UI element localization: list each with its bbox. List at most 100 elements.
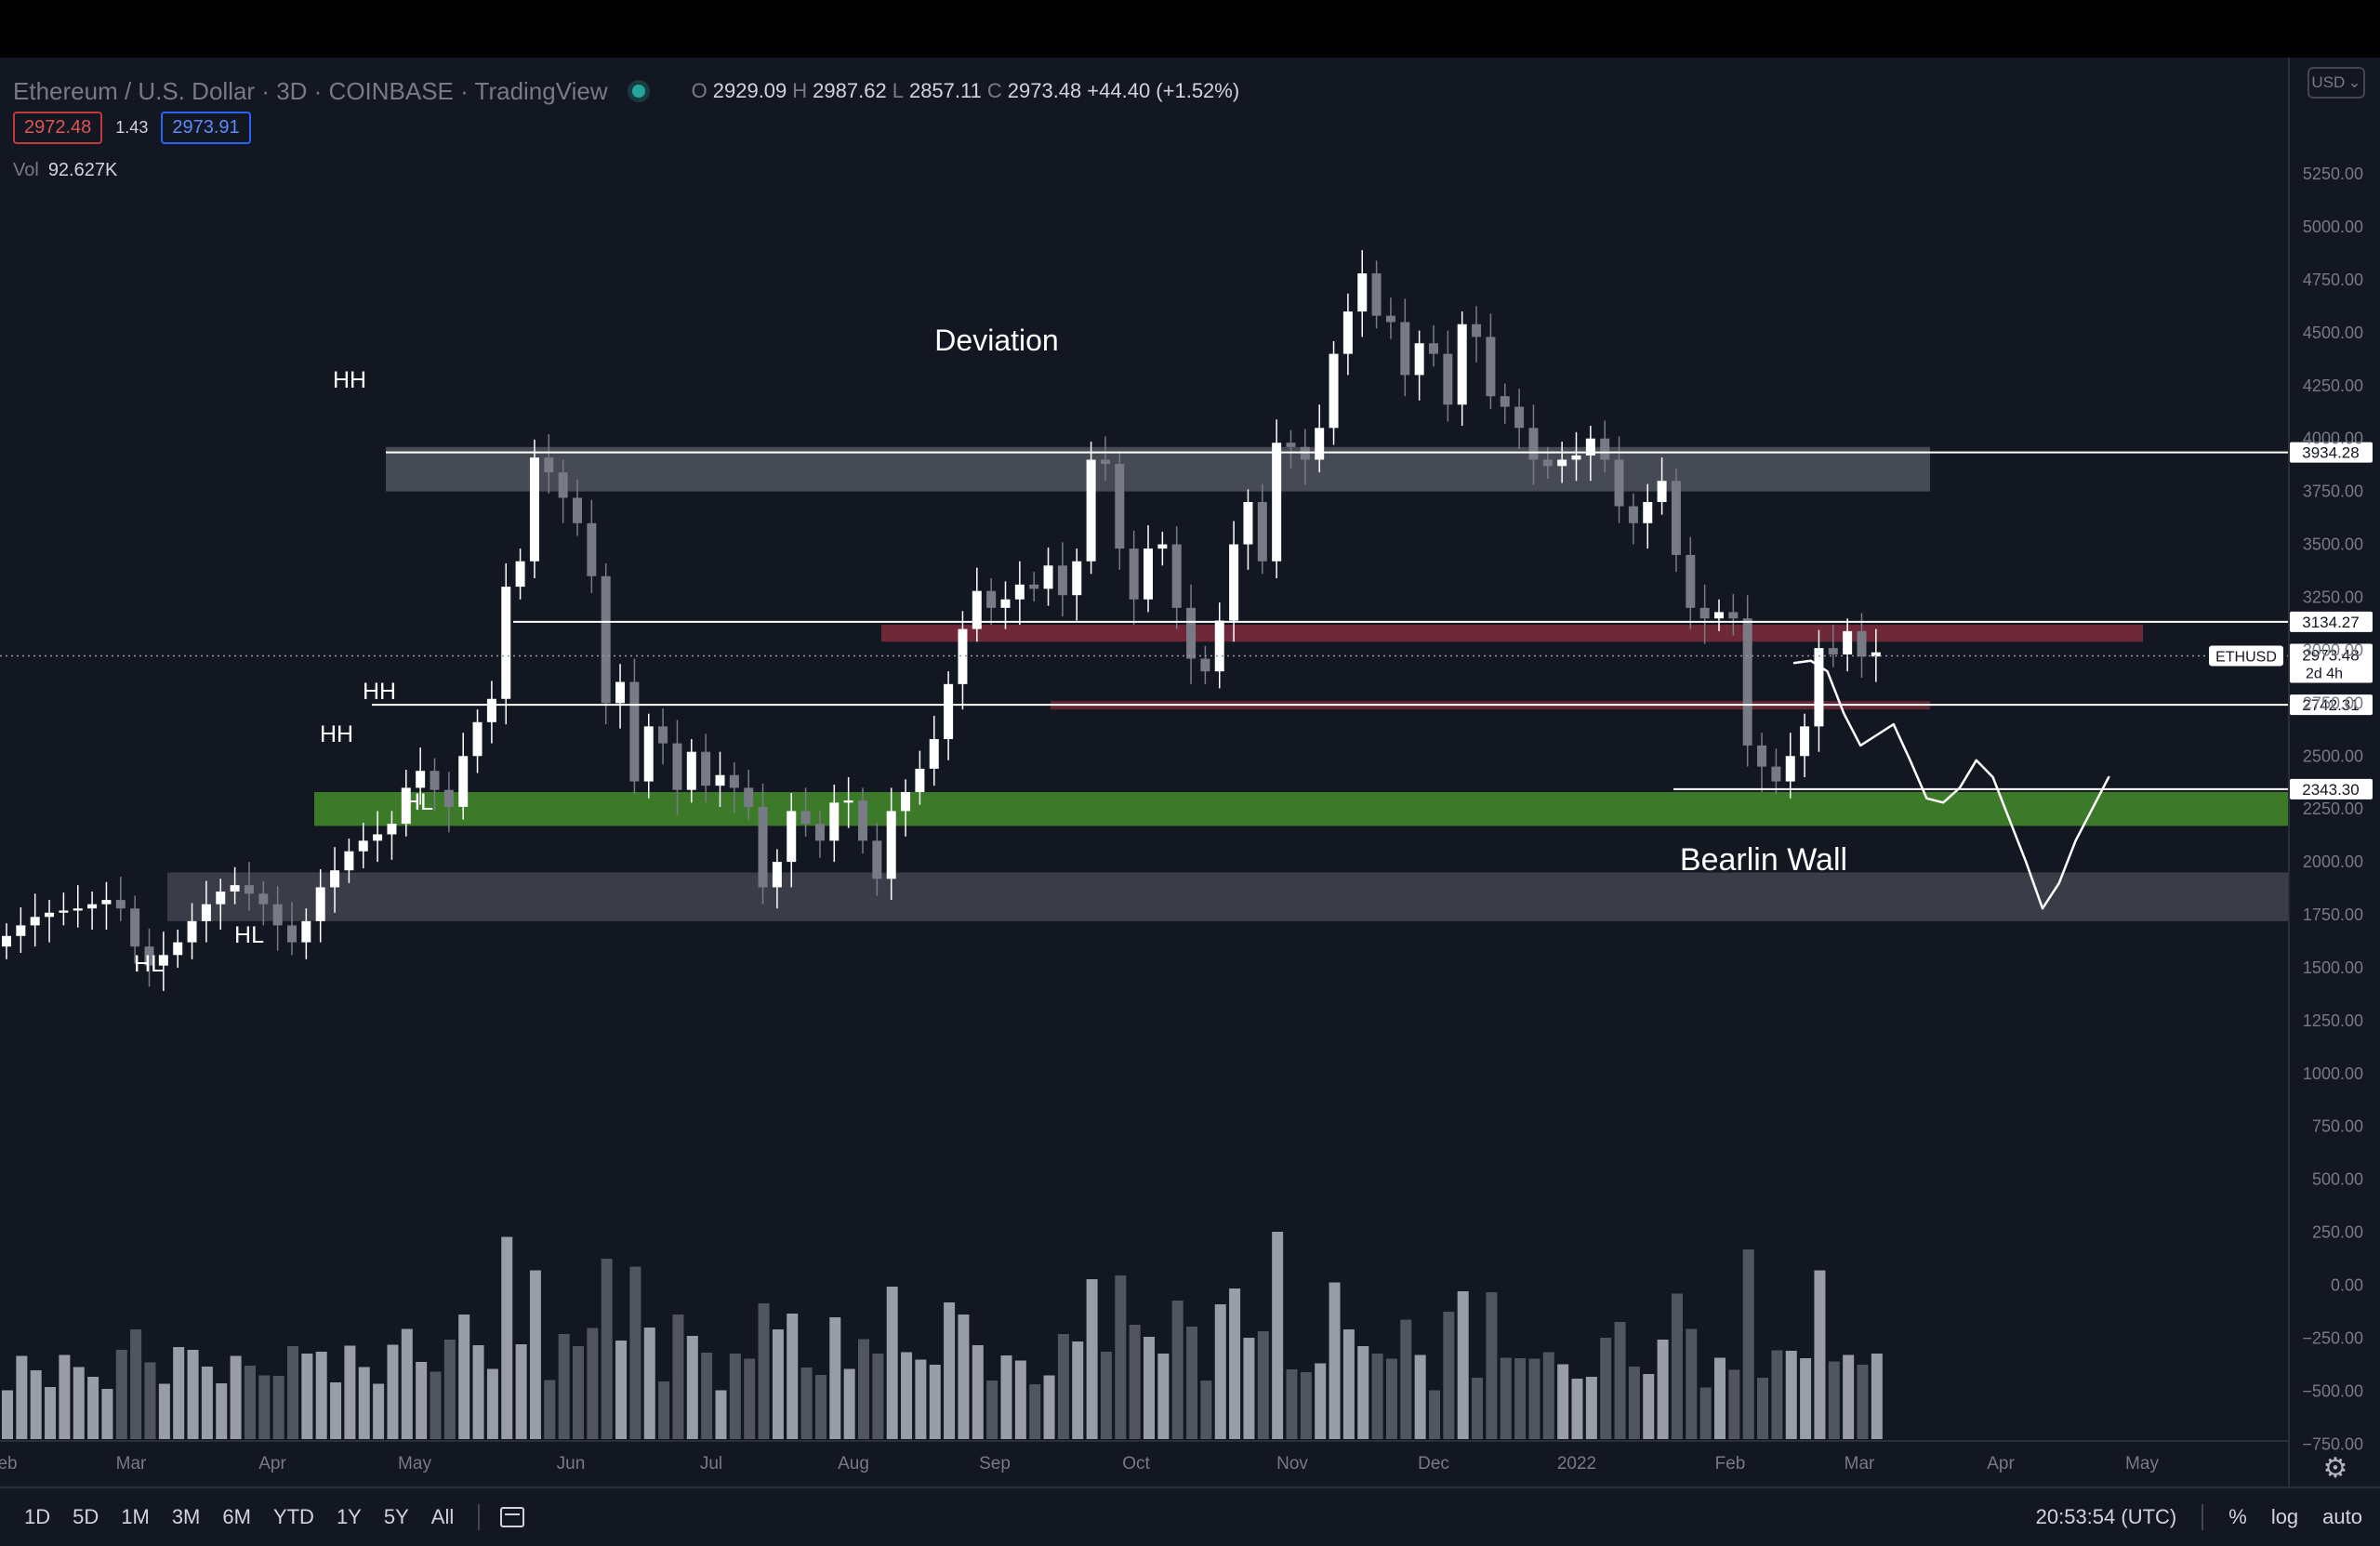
volume-bar [915, 1359, 927, 1439]
volume-bar [1385, 1358, 1397, 1439]
calendar-icon[interactable] [500, 1507, 525, 1527]
volume-bar [958, 1315, 970, 1439]
currency-select[interactable]: USD ⌄ [2307, 67, 2365, 99]
price-tick-label: 1750.00 [2303, 905, 2363, 924]
price-tick-label: −250.00 [2302, 1328, 2363, 1347]
volume-bar [173, 1347, 185, 1439]
candle-body [1771, 766, 1781, 782]
symbol-title[interactable]: Ethereum / U.S. Dollar · 3D · COINBASE ·… [13, 76, 608, 105]
buy-button[interactable]: 2973.91 [161, 112, 251, 144]
volume-bar [1657, 1340, 1669, 1439]
range-3m[interactable]: 3M [171, 1505, 201, 1528]
volume-bar [1243, 1338, 1255, 1439]
candle-body [73, 908, 83, 911]
candle-body [87, 904, 98, 909]
candle-body [416, 771, 426, 788]
volume-bar [858, 1339, 869, 1439]
sell-button[interactable]: 2972.48 [13, 112, 103, 144]
price-chart[interactable]: 3934.28 3134.27 2742.31 2343.30 ETHUSD 2973.4… [0, 58, 2380, 1546]
candle-body [472, 721, 483, 757]
price-tick-label: 3500.00 [2303, 535, 2363, 554]
candle-body [315, 887, 325, 921]
volume-bar [1157, 1354, 1170, 1439]
gear-icon[interactable]: ⚙ [2322, 1453, 2348, 1484]
candle-body [387, 824, 397, 835]
percent-toggle[interactable]: % [2228, 1505, 2247, 1528]
candle-body [686, 751, 696, 790]
trade-buttons: 2972.48 1.43 2973.91 [13, 112, 251, 144]
volume-bar [1186, 1327, 1198, 1439]
candle-body [1144, 548, 1153, 600]
volume-bar [73, 1367, 85, 1439]
candle-body [1457, 324, 1467, 405]
price-tick-label: 3750.00 [2303, 482, 2363, 501]
volume-bar [1342, 1329, 1355, 1439]
candle-body [1785, 756, 1795, 782]
price-tick-label: 2500.00 [2303, 747, 2363, 765]
price-tick-label: 5250.00 [2303, 165, 2363, 183]
candle-body [244, 885, 254, 894]
time-tick-label: Mar [1844, 1454, 1875, 1473]
candle-body [430, 771, 440, 790]
candle-body [130, 908, 140, 947]
time-tick-label: May [2125, 1454, 2159, 1473]
volume-bar [1272, 1232, 1284, 1439]
candle-body [615, 681, 626, 704]
volume-bar [658, 1381, 670, 1439]
volume-bar [2, 1390, 13, 1439]
volume-bar [287, 1346, 298, 1439]
price-tick-label: 0.00 [2331, 1276, 2363, 1295]
candle-body [1200, 658, 1210, 672]
candle-body [814, 824, 825, 841]
volume-value: 92.627K [47, 160, 118, 180]
range-1y[interactable]: 1Y [336, 1505, 362, 1528]
volume-bar [16, 1355, 28, 1439]
volume-bar [1643, 1374, 1655, 1439]
price-tick-label: 4750.00 [2303, 271, 2363, 289]
high-label: H [792, 79, 808, 102]
candle-body [1557, 459, 1567, 467]
range-all[interactable]: All [430, 1505, 455, 1528]
range-1d[interactable]: 1D [24, 1505, 51, 1528]
range-5d[interactable]: 5D [73, 1505, 99, 1528]
candle-body [858, 800, 867, 841]
range-1m[interactable]: 1M [121, 1505, 150, 1528]
candle-body [1514, 406, 1525, 429]
price-tick-label: −750.00 [2302, 1434, 2363, 1453]
candle-body [216, 891, 226, 905]
candle-body [1614, 459, 1624, 507]
range-ytd[interactable]: YTD [272, 1505, 314, 1528]
range-5y[interactable]: 5Y [383, 1505, 409, 1528]
utc-clock[interactable]: 20:53:54 (UTC) [2035, 1505, 2177, 1528]
log-toggle[interactable]: log [2270, 1505, 2299, 1528]
price-tick-label: 1500.00 [2303, 958, 2363, 977]
volume-bar [1814, 1270, 1826, 1439]
candle-body [715, 774, 725, 786]
candle-body [1657, 481, 1667, 503]
volume-bar [1714, 1357, 1726, 1439]
candle-body [1742, 618, 1752, 746]
volume-bar [1100, 1352, 1112, 1439]
volume-bar [1043, 1375, 1055, 1439]
volume-bar [1486, 1292, 1498, 1439]
volume-bar [1229, 1288, 1241, 1439]
volume-bar [729, 1354, 741, 1439]
volume-bar [486, 1368, 498, 1439]
candle-body [1229, 544, 1239, 621]
volume-bar [1614, 1322, 1626, 1439]
candle-body [486, 698, 496, 722]
candle-body [1385, 315, 1395, 323]
range-6m[interactable]: 6M [222, 1505, 251, 1528]
price-tick-label: 4500.00 [2303, 324, 2363, 342]
candle-body [787, 811, 797, 863]
volume-bar [373, 1383, 385, 1439]
candle-body [1814, 648, 1824, 727]
volume-bar [443, 1340, 456, 1439]
chevron-down-icon: ⌄ [2347, 73, 2361, 91]
auto-toggle[interactable]: auto [2322, 1505, 2362, 1528]
candle-body [1585, 438, 1595, 456]
bottom-toolbar: 1D 5D 1M 3M 6M YTD 1Y 5Y All 20:53:54 (U… [0, 1488, 2380, 1546]
candle-body [1500, 396, 1510, 407]
close-label: C [986, 79, 1002, 102]
